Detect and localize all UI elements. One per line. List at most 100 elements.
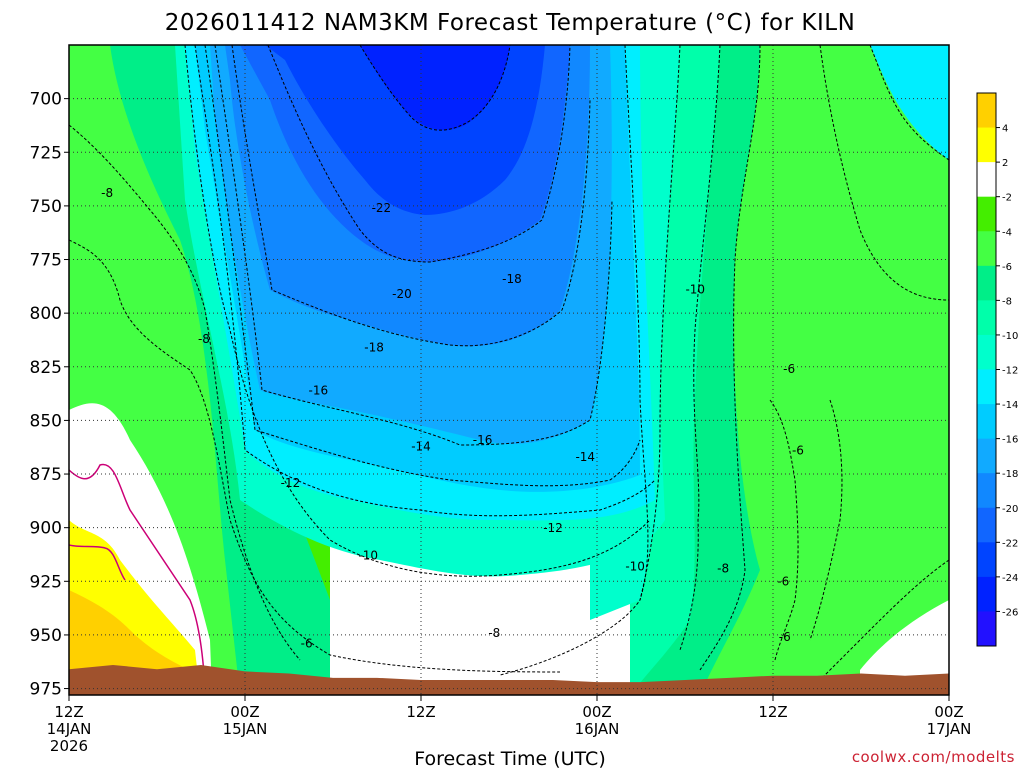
y-tick-label: 950 bbox=[30, 626, 62, 646]
x-tick-label: 14JAN bbox=[47, 720, 92, 738]
contour-label: -22 bbox=[372, 201, 392, 215]
isotherm-line bbox=[819, 45, 949, 301]
colorbar-label: 2 bbox=[1002, 158, 1008, 169]
colorbar-swatch bbox=[977, 507, 996, 543]
isotherm-line bbox=[809, 399, 843, 641]
colorbar-label: -12 bbox=[1002, 366, 1018, 377]
colorbar-swatch bbox=[977, 369, 996, 405]
isotherm-line bbox=[69, 124, 301, 661]
isotherm-line bbox=[819, 559, 949, 681]
colorbar-label: -6 bbox=[1002, 262, 1012, 273]
y-tick-label: 725 bbox=[30, 143, 62, 163]
contour-label: -6 bbox=[783, 362, 795, 376]
x-tick-label: 17JAN bbox=[927, 720, 972, 738]
x-axis-label: Forecast Time (UTC) bbox=[414, 748, 605, 768]
y-tick-label: 750 bbox=[30, 197, 62, 217]
contour-label: -18 bbox=[364, 341, 384, 355]
contour-label: -14 bbox=[575, 450, 595, 464]
colorbar-label: -24 bbox=[1002, 573, 1018, 584]
contour-label: -6 bbox=[792, 444, 804, 458]
x-tick-label: 00Z bbox=[230, 703, 259, 721]
plot-area: -8-8-6-22-20-18-16-18-16-14-14-12-12-10-… bbox=[69, 45, 949, 695]
colorbar: 4 2 -2 -4 -6 -8 -10 -12 -14 -16 -18 -20 -22 -24 -26 bbox=[976, 92, 1018, 647]
x-tick-label: 15JAN bbox=[223, 720, 268, 738]
colorbar-label: -22 bbox=[1002, 538, 1018, 549]
colorbar-swatch bbox=[977, 334, 996, 370]
y-tick-label: 825 bbox=[30, 358, 62, 378]
colorbar-swatch bbox=[977, 127, 996, 163]
x-tick-label: 12Z bbox=[54, 703, 83, 721]
contour-label: -6 bbox=[777, 574, 789, 588]
isotherm-line bbox=[359, 45, 511, 131]
x-tick-label: 12Z bbox=[758, 703, 787, 721]
colorbar-swatch bbox=[977, 542, 996, 578]
colorbar-swatch bbox=[977, 93, 996, 129]
plot-frame bbox=[68, 44, 950, 696]
colorbar-swatch bbox=[977, 473, 996, 509]
y-tick-label: 775 bbox=[30, 251, 62, 271]
contour-label: -18 bbox=[502, 272, 522, 286]
contour-label: -16 bbox=[473, 433, 493, 447]
colorbar-swatch bbox=[977, 231, 996, 267]
isotherm-line bbox=[499, 45, 681, 676]
isotherm-line bbox=[194, 45, 656, 517]
ground-surface bbox=[69, 664, 949, 695]
freezing-contour-line bbox=[69, 463, 206, 691]
isotherm-line bbox=[69, 239, 561, 673]
colorbar-swatch bbox=[977, 576, 996, 612]
y-tick-label: 900 bbox=[30, 519, 62, 539]
credit-text: coolwx.com/modelts bbox=[852, 748, 1015, 766]
colorbar-label: -10 bbox=[1002, 331, 1018, 342]
colorbar-swatch bbox=[977, 162, 996, 198]
contour-label: -10 bbox=[358, 549, 378, 563]
x-tick-label: 2026 bbox=[50, 737, 88, 755]
isotherm-line bbox=[699, 45, 761, 671]
y-tick-label: 925 bbox=[30, 572, 62, 592]
colorbar-label: -18 bbox=[1002, 469, 1018, 480]
x-tick-label: 12Z bbox=[406, 703, 435, 721]
contour-label: -8 bbox=[717, 562, 729, 576]
contour-label: -8 bbox=[488, 626, 500, 640]
colorbar-label: -14 bbox=[1002, 400, 1018, 411]
colorbar-label: -16 bbox=[1002, 435, 1018, 446]
isotherm-line bbox=[231, 45, 591, 347]
y-axis-ticks: 700 725 750 775 800 825 850 875 900 925 950 975 bbox=[30, 90, 69, 700]
colorbar-swatch bbox=[977, 404, 996, 440]
isotherm-line bbox=[679, 45, 721, 651]
contour-label: -16 bbox=[309, 384, 329, 398]
x-tick-label: 00Z bbox=[934, 703, 963, 721]
y-tick-label: 700 bbox=[30, 90, 62, 110]
band-minus-26-to-minus-24 bbox=[360, 45, 510, 131]
colorbar-label: -20 bbox=[1002, 504, 1018, 515]
colorbar-label: -2 bbox=[1002, 193, 1012, 204]
colorbar-swatch bbox=[977, 611, 996, 647]
contour-label: -8 bbox=[198, 332, 210, 346]
contour-label: -8 bbox=[101, 186, 113, 200]
colorbar-label: -8 bbox=[1002, 296, 1012, 307]
colorbar-label: -4 bbox=[1002, 227, 1012, 238]
y-tick-label: 875 bbox=[30, 465, 62, 485]
band-minus-14-to-minus-12-top-right bbox=[870, 45, 949, 160]
band-minus-2-to-2-right bbox=[860, 600, 949, 695]
contour-label: -12 bbox=[281, 476, 301, 490]
isotherm-line bbox=[267, 45, 571, 263]
freezing-contour-line bbox=[69, 544, 126, 581]
contour-label: -6 bbox=[301, 637, 313, 651]
colorbar-swatch bbox=[977, 196, 996, 232]
chart-title: 2026011412 NAM3KM Forecast Temperature (… bbox=[165, 10, 856, 36]
isotherm-line bbox=[214, 45, 613, 446]
y-tick-label: 975 bbox=[30, 680, 62, 700]
contour-label: -6 bbox=[779, 630, 791, 644]
isotherm-line bbox=[184, 45, 651, 577]
y-tick-label: 800 bbox=[30, 304, 62, 324]
colorbar-label: 4 bbox=[1002, 124, 1008, 135]
colorbar-swatch bbox=[977, 265, 996, 301]
colorbar-swatch bbox=[977, 300, 996, 336]
x-tick-label: 00Z bbox=[582, 703, 611, 721]
isotherm-line bbox=[869, 45, 949, 161]
x-tick-label: 16JAN bbox=[575, 720, 620, 738]
y-tick-label: 850 bbox=[30, 411, 62, 431]
isotherm-line bbox=[204, 45, 641, 487]
